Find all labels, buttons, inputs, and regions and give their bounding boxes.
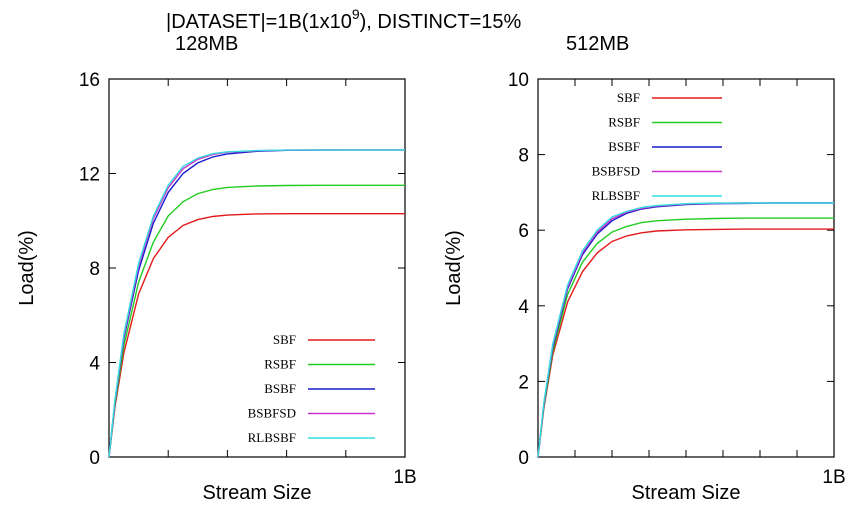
- left-series-rsbf: [108, 184, 405, 458]
- right-y-axis-label: Load(%): [443, 230, 465, 306]
- left-x-end-label: 1B: [393, 467, 416, 488]
- legend-label-rsbf: RSBF: [264, 357, 296, 372]
- right-series-sbf: [537, 228, 834, 458]
- legend-label-rlbsbf: RLBSBF: [592, 188, 640, 203]
- right-y-tick-label: 4: [518, 297, 529, 318]
- left-y-tick-label: 16: [79, 70, 100, 91]
- chart-panel-128mb: 0 4 8 12 16 1B Stream Size Load(%) SBF RSBF BSBF BS…: [16, 70, 417, 504]
- right-x-end-label: 1B: [822, 467, 845, 488]
- right-y-tick-label: 0: [518, 448, 529, 469]
- right-panel-subtitle: 512MB: [566, 33, 629, 55]
- right-y-tick-label: 2: [518, 372, 529, 393]
- left-y-tick-label: 8: [89, 259, 100, 280]
- left-series-rlbsbf: [108, 149, 405, 458]
- chart-panel-512mb: 0 2 4 6 8 10 1B Stream Size Load(%) SBF RSBF BSBF BS…: [443, 70, 846, 504]
- figure-title: |DATASET|=1B(1x109), DISTINCT=15%: [166, 6, 522, 33]
- legend-label-bsbfsd: BSBFSD: [248, 406, 296, 421]
- left-plot-frame: [108, 78, 406, 458]
- left-y-axis-label: Load(%): [16, 230, 38, 306]
- right-series-rlbsbf: [537, 202, 834, 458]
- right-x-axis-label: Stream Size: [632, 482, 741, 504]
- left-panel-subtitle: 128MB: [175, 33, 238, 55]
- left-y-tick-label: 12: [79, 165, 100, 186]
- legend-label-sbf: SBF: [273, 332, 296, 347]
- legend-label-bsbf: BSBF: [608, 139, 640, 154]
- left-legend: SBF RSBF BSBF BSBFSD RLBSBF: [248, 332, 375, 445]
- legend-label-sbf: SBF: [617, 90, 640, 105]
- left-x-axis-label: Stream Size: [203, 482, 312, 504]
- right-series-bsbfsd: [537, 202, 834, 458]
- legend-label-bsbfsd: BSBFSD: [592, 164, 640, 179]
- right-y-tick-label: 6: [518, 221, 529, 242]
- right-series-rsbf: [537, 217, 834, 458]
- legend-label-bsbf: BSBF: [264, 381, 296, 396]
- left-series-sbf: [108, 212, 405, 458]
- legend-label-rsbf: RSBF: [608, 115, 640, 130]
- right-y-tick-label: 8: [518, 146, 529, 167]
- left-y-tick-label: 0: [89, 448, 100, 469]
- right-legend: SBF RSBF BSBF BSBFSD RLBSBF: [592, 90, 722, 203]
- right-y-tick-label: 10: [508, 70, 529, 91]
- right-series-bsbf: [537, 202, 834, 458]
- right-plot-frame: [537, 78, 835, 458]
- left-y-tick-label: 4: [89, 354, 100, 375]
- legend-label-rlbsbf: RLBSBF: [248, 430, 296, 445]
